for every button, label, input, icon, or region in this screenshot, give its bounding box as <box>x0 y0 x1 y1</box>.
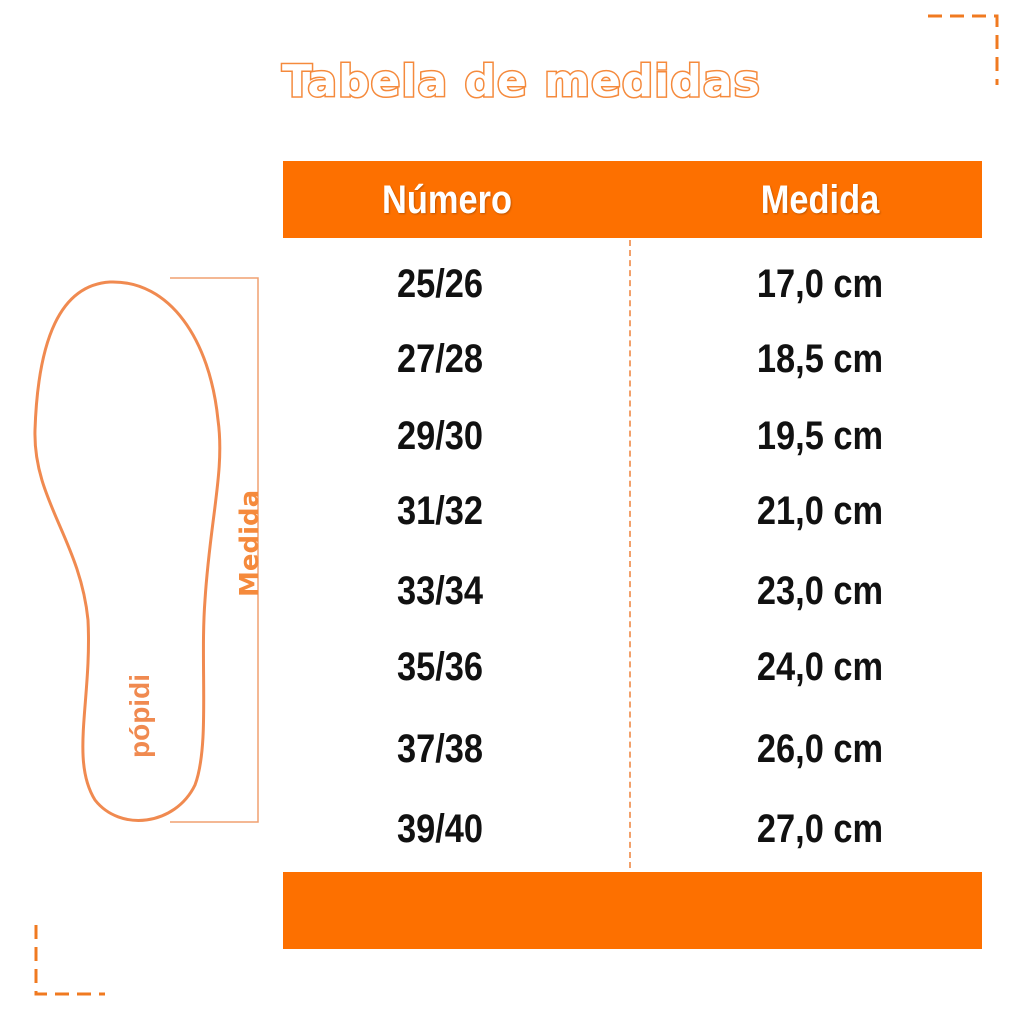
cell-medida: 18,5 cm <box>756 337 884 381</box>
cell-medida: 26,0 cm <box>756 727 884 771</box>
cell-numero: 27/28 <box>396 337 484 381</box>
measure-bracket <box>170 277 259 823</box>
cell-numero: 37/38 <box>396 727 484 771</box>
cell-numero: 31/32 <box>396 489 484 533</box>
corner-mark-top-right <box>928 14 999 85</box>
cell-numero: 35/36 <box>396 645 484 689</box>
cell-medida: 23,0 cm <box>756 569 884 613</box>
cell-medida: 24,0 cm <box>756 645 884 689</box>
table-header-bar <box>283 161 982 238</box>
cell-medida: 27,0 cm <box>756 807 884 851</box>
cell-numero: 33/34 <box>396 569 484 613</box>
brand-logo: pópidi <box>124 674 155 758</box>
column-divider <box>629 240 631 868</box>
cell-medida: 21,0 cm <box>756 489 884 533</box>
corner-mark-bottom-left <box>34 925 105 996</box>
header-numero: Número <box>382 178 512 222</box>
cell-numero: 29/30 <box>396 414 484 458</box>
insole-outline-icon <box>33 280 222 822</box>
cell-medida: 19,5 cm <box>756 414 884 458</box>
cell-numero: 39/40 <box>396 807 484 851</box>
page-title: Tabela de medidas <box>281 55 762 109</box>
cell-medida: 17,0 cm <box>756 262 884 306</box>
measure-label: Medida <box>235 489 265 597</box>
table-footer-bar <box>283 872 982 949</box>
cell-numero: 25/26 <box>396 262 484 306</box>
header-medida: Medida <box>760 178 880 222</box>
